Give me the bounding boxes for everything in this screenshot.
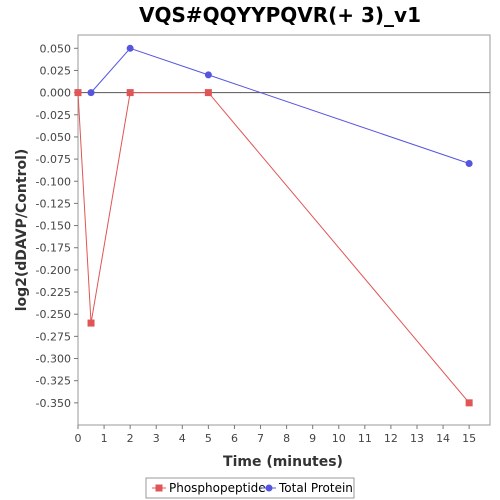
legend-phosphopeptide-marker: [155, 484, 163, 492]
x-tick-label: 8: [283, 432, 290, 445]
y-tick-label: -0.200: [36, 264, 71, 277]
chart-title: VQS#QQYYPQVR(+ 3)_v1: [139, 3, 421, 27]
total-protein-point: [87, 89, 95, 97]
y-axis-ticks: 0.050 0.025 0.000 -0.025 -0.050 -0.075 -0.100 -…: [36, 42, 78, 410]
x-tick-label: 2: [127, 432, 134, 445]
y-tick-label: -0.300: [36, 353, 71, 366]
x-tick-label: 7: [257, 432, 264, 445]
y-tick-label: -0.325: [36, 375, 71, 388]
total-protein-point: [204, 71, 212, 79]
y-tick-label: -0.175: [36, 242, 71, 255]
legend-total-protein-label: Total Protein: [278, 481, 353, 495]
x-tick-label: 6: [231, 432, 238, 445]
phosphopeptide-point: [204, 89, 212, 97]
phosphopeptide-point: [465, 399, 473, 407]
phosphopeptide-point: [126, 89, 134, 97]
x-tick-label: 15: [462, 432, 476, 445]
x-tick-label: 0: [75, 432, 82, 445]
y-tick-label: -0.250: [36, 308, 71, 321]
total-protein-point: [126, 44, 134, 52]
y-tick-label: 0.000: [40, 87, 72, 100]
plot-area: [77, 34, 491, 426]
x-tick-label: 10: [332, 432, 346, 445]
y-tick-label: -0.050: [36, 131, 71, 144]
x-tick-label: 13: [410, 432, 424, 445]
x-tick-label: 12: [384, 432, 398, 445]
y-tick-label: -0.125: [36, 197, 71, 210]
series-layer: [74, 44, 473, 407]
legend: Phosphopeptide Total Protein: [145, 477, 355, 499]
y-tick-label: -0.100: [36, 175, 71, 188]
phosphopeptide-point: [87, 319, 95, 327]
y-tick-label: -0.025: [36, 109, 71, 122]
y-tick-label: 0.025: [40, 64, 72, 77]
x-tick-label: 11: [358, 432, 372, 445]
x-tick-label: 14: [436, 432, 450, 445]
y-tick-label: -0.350: [36, 397, 71, 410]
y-tick-label: -0.275: [36, 330, 71, 343]
y-tick-label: -0.225: [36, 286, 71, 299]
x-tick-label: 1: [101, 432, 108, 445]
x-axis-ticks: 0 1 2 3 4 5 6 7 8 9 10 11 12 13 14 15: [75, 425, 476, 445]
y-tick-label: 0.050: [40, 42, 72, 55]
x-tick-label: 4: [179, 432, 186, 445]
phosphopeptide-point: [74, 89, 82, 97]
y-axis-label: log2(dDAVP/Control): [14, 149, 30, 312]
total-protein-line: [90, 47, 470, 164]
legend-phosphopeptide-label: Phosphopeptide: [169, 481, 266, 495]
legend-box: [145, 477, 355, 499]
total-protein-point: [465, 160, 473, 168]
y-tick-label: -0.150: [36, 220, 71, 233]
x-tick-label: 9: [309, 432, 316, 445]
legend-total-protein-marker: [265, 484, 273, 492]
y-tick-label: -0.075: [36, 153, 71, 166]
x-axis-label: Time (minutes): [223, 454, 343, 470]
x-tick-label: 3: [153, 432, 160, 445]
x-tick-label: 5: [205, 432, 212, 445]
